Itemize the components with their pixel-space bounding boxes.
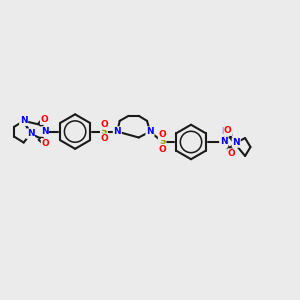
Text: O: O xyxy=(40,115,48,124)
Text: N: N xyxy=(27,129,34,138)
Text: S: S xyxy=(159,137,166,146)
Text: O: O xyxy=(100,134,108,143)
Text: N: N xyxy=(146,127,154,136)
Text: N: N xyxy=(221,127,229,136)
Text: O: O xyxy=(159,145,167,154)
Text: O: O xyxy=(41,139,49,148)
Text: N: N xyxy=(113,127,121,136)
Text: O: O xyxy=(100,120,108,129)
Text: N: N xyxy=(220,137,227,146)
Text: N: N xyxy=(20,116,28,125)
Text: O: O xyxy=(224,126,232,135)
Text: N: N xyxy=(41,127,48,136)
Text: S: S xyxy=(101,127,107,136)
Text: O: O xyxy=(228,149,236,158)
Text: O: O xyxy=(159,130,167,139)
Text: N: N xyxy=(232,138,240,147)
